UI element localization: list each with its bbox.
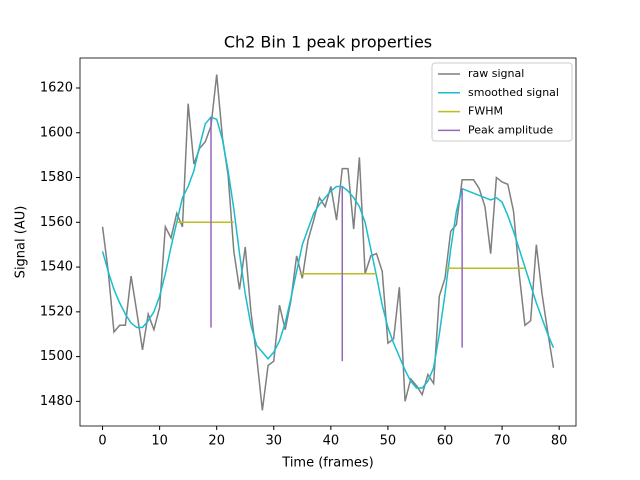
x-tick-label: 40: [323, 434, 340, 449]
y-tick-label: 1540: [40, 260, 73, 275]
legend-box: [431, 62, 573, 142]
y-tick-label: 1500: [40, 349, 73, 364]
legend-label: raw signal: [468, 67, 524, 80]
legend-label: smoothed signal: [468, 86, 559, 99]
x-tick-label: 60: [437, 434, 454, 449]
y-tick-label: 1560: [40, 215, 73, 230]
y-tick-label: 1600: [40, 125, 73, 140]
y-tick-label: 1580: [40, 170, 73, 185]
y-tick-label: 1520: [40, 304, 73, 319]
x-tick-label: 80: [551, 434, 568, 449]
y-axis-label: Signal (AU): [14, 206, 29, 279]
legend-label: FWHM: [468, 105, 503, 118]
x-tick-label: 10: [151, 434, 168, 449]
chart-title: Ch2 Bin 1 peak properties: [224, 33, 432, 52]
x-tick-label: 30: [266, 434, 283, 449]
x-tick-label: 70: [494, 434, 511, 449]
legend-label: Peak amplitude: [468, 123, 553, 136]
x-tick-label: 50: [380, 434, 397, 449]
x-tick-label: 20: [208, 434, 225, 449]
series-line: [101, 116, 555, 389]
x-tick-label: 0: [98, 434, 106, 449]
y-tick-label: 1620: [40, 80, 73, 95]
x-axis-label: Time (frames): [281, 456, 373, 471]
y-tick-label: 1480: [40, 394, 73, 409]
plot-frame: [79, 57, 577, 427]
